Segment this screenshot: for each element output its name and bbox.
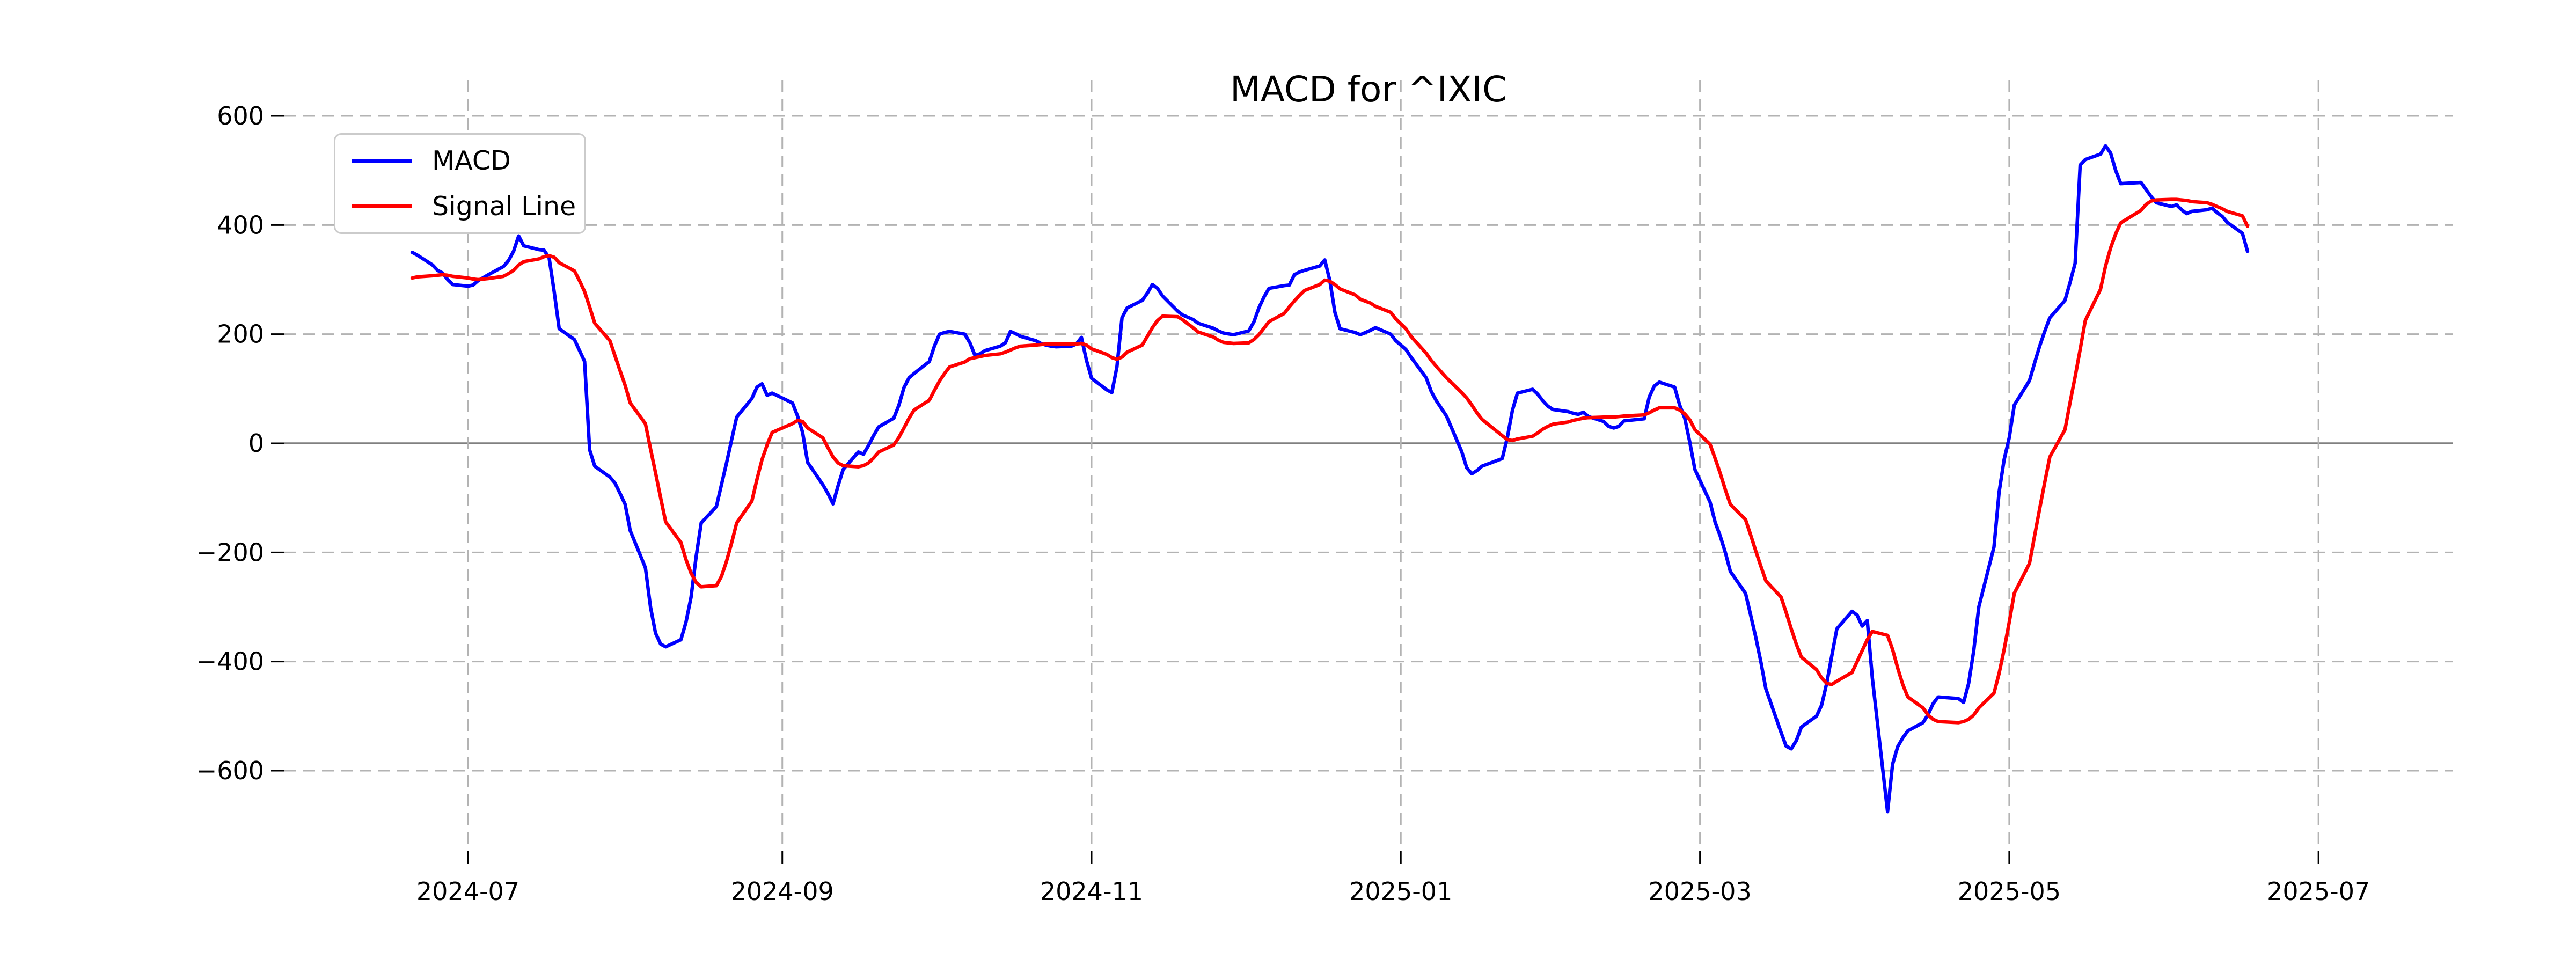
y-tick-label: −600 [196,756,264,785]
legend-item-macd: MACD [352,145,584,176]
y-tick-label: −400 [196,647,264,676]
y-tick-label: 200 [217,320,264,349]
y-tick-label: −200 [196,538,264,567]
legend-label-macd: MACD [432,145,511,176]
macd-line-swatch [352,159,412,163]
legend: MACD Signal Line [334,133,586,234]
signal-line [410,197,2250,724]
y-tick-label: 0 [248,429,264,458]
series-layer [410,144,2250,814]
x-tick-label: 2025-07 [2267,877,2370,906]
x-tick-label: 2025-05 [1958,877,2061,906]
x-tick-label: 2025-03 [1649,877,1752,906]
chart-title: MACD for ^IXIC [1230,69,1507,110]
legend-label-signal: Signal Line [432,191,576,222]
x-tick-label: 2024-09 [731,877,834,906]
grid-layer [284,80,2453,851]
signal-line-swatch [352,204,412,208]
legend-item-signal: Signal Line [352,191,584,222]
tick-layer: 600 400 200 0 −200 −400 −600 2024-07 2024-09 2024… [196,101,2370,906]
y-tick-label: 400 [217,210,264,239]
x-tick-label: 2024-11 [1040,877,1143,906]
macd-line [410,144,2250,814]
x-tick-label: 2024-07 [416,877,519,906]
x-tick-label: 2025-01 [1349,877,1452,906]
y-tick-label: 600 [217,101,264,130]
